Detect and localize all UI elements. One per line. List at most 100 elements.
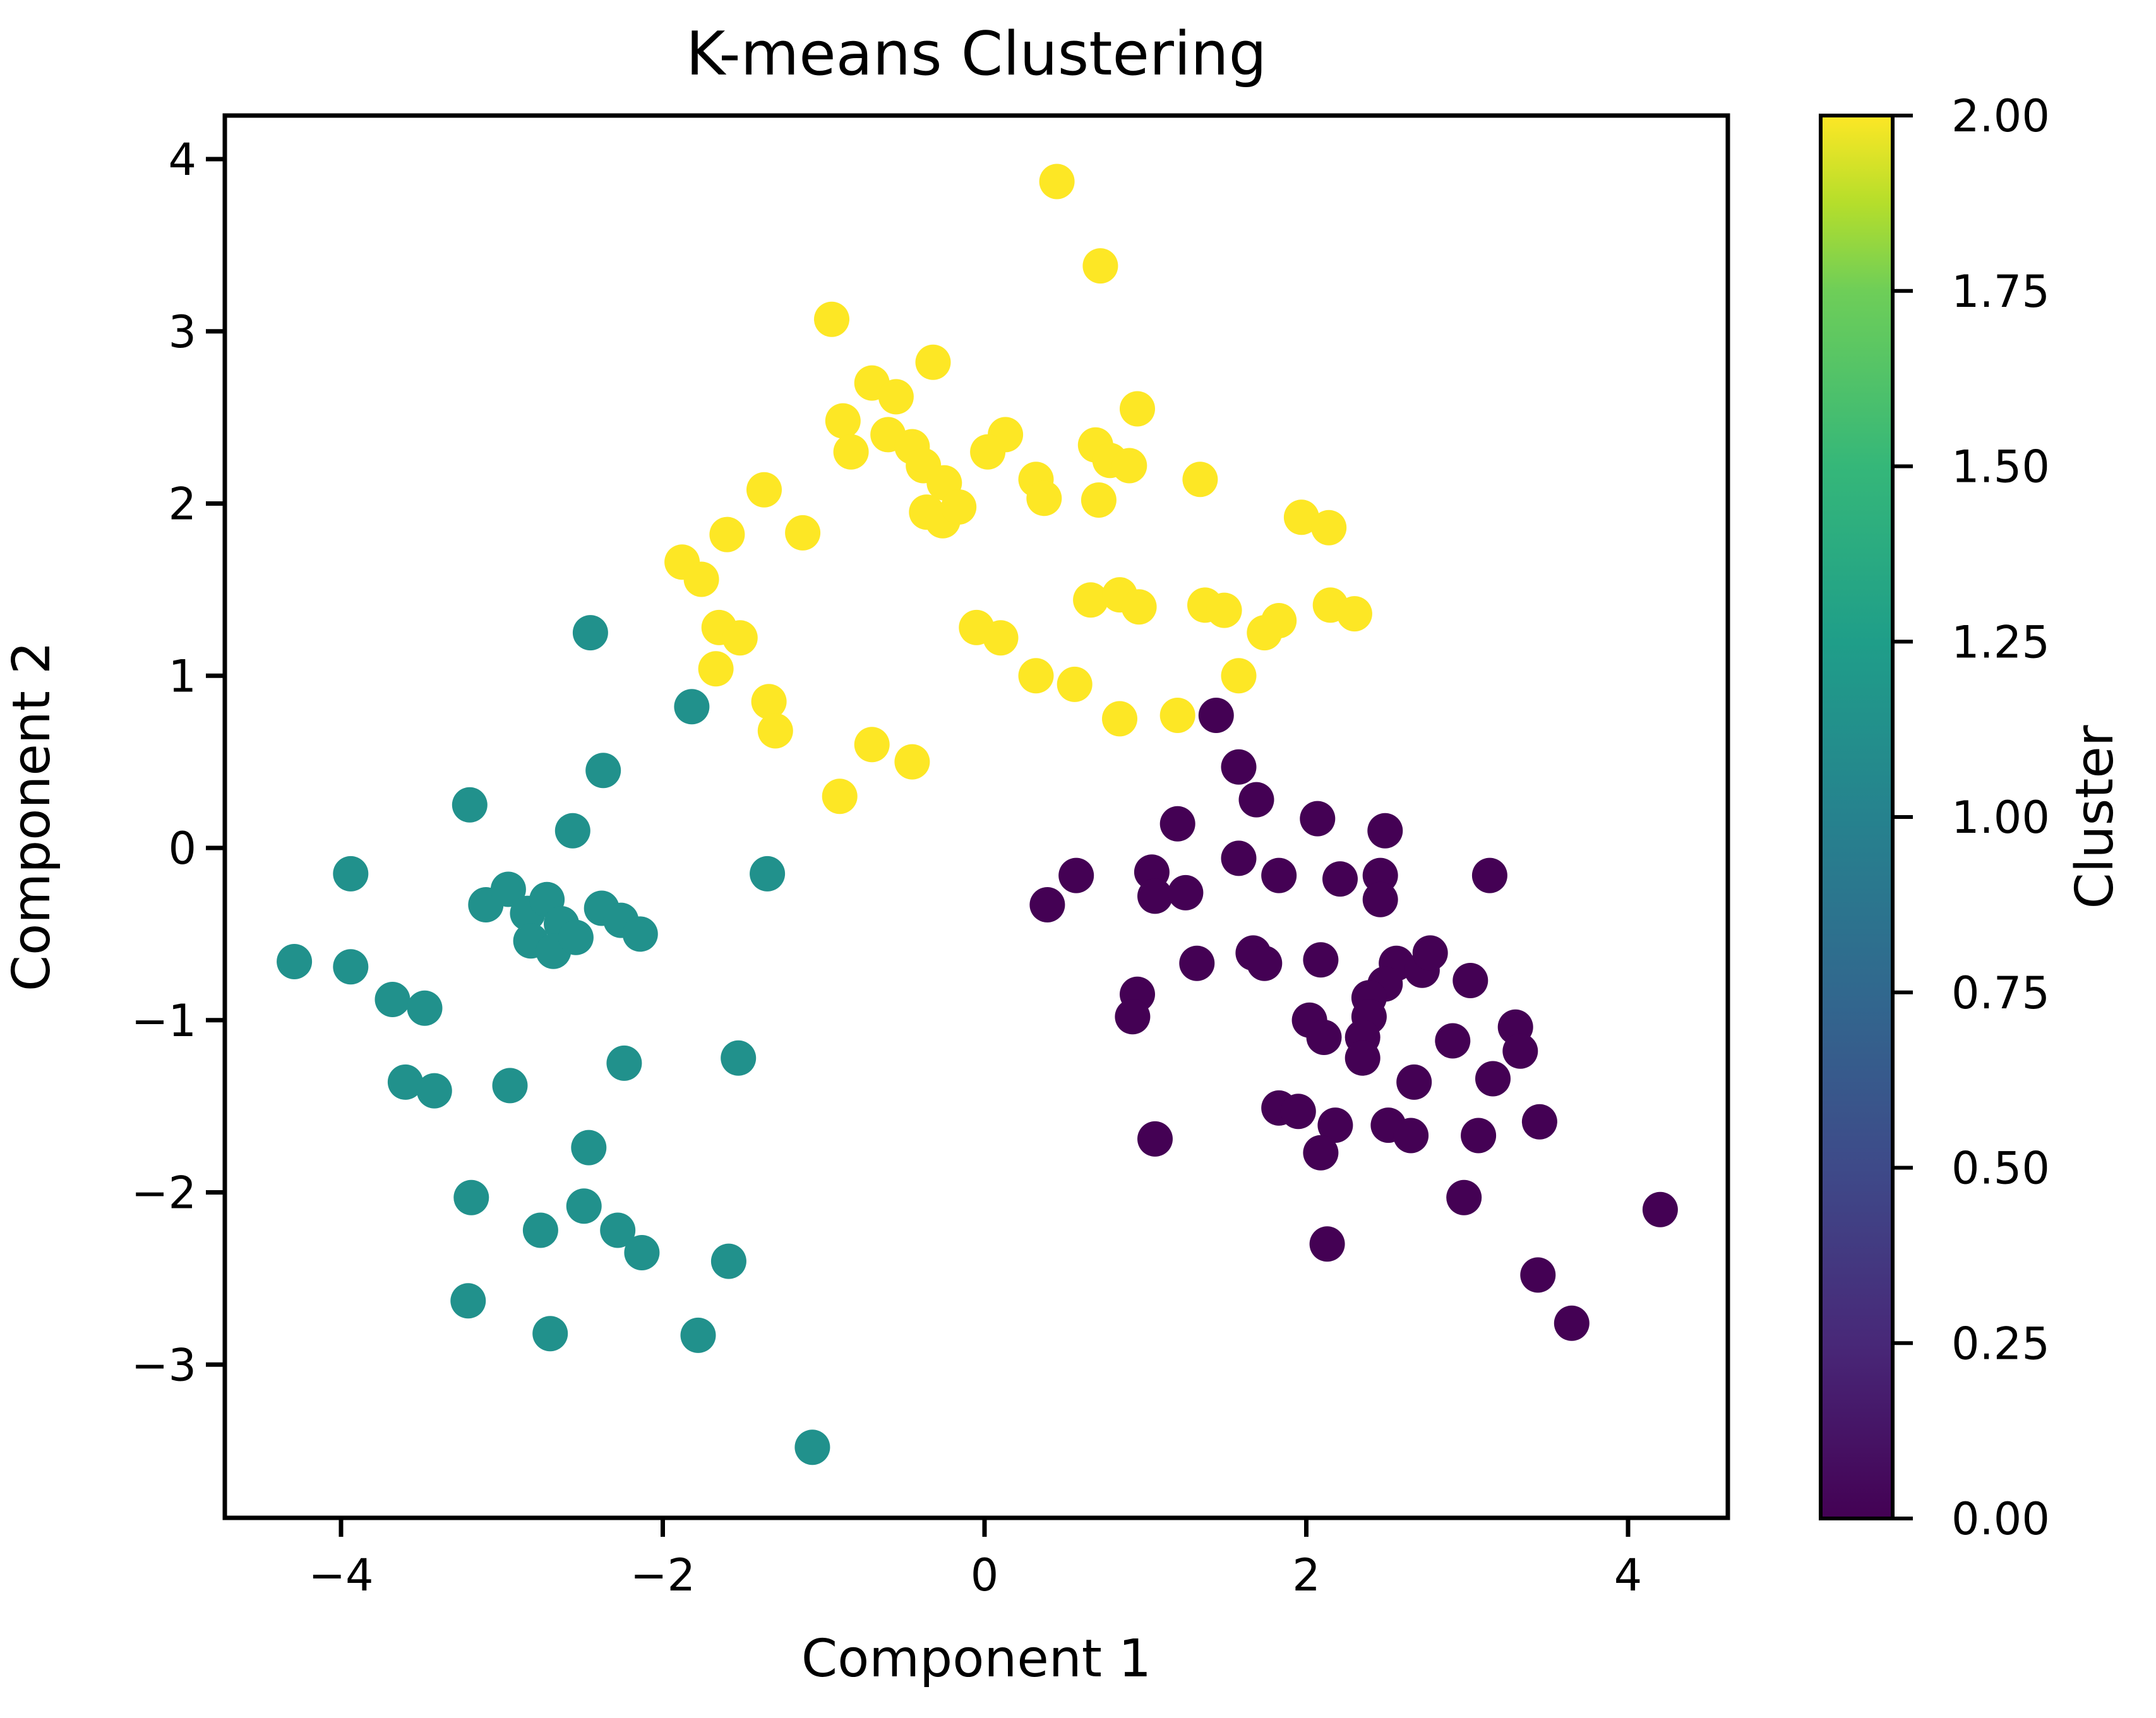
data-point <box>1306 1020 1342 1055</box>
data-point <box>915 344 951 380</box>
data-point <box>1280 1094 1316 1130</box>
data-point <box>794 1429 830 1465</box>
series-cluster-0 <box>1029 698 1678 1341</box>
colorbar-tick-label: 0.50 <box>1951 1143 2050 1195</box>
data-point <box>453 1179 489 1215</box>
colorbar-tick-label: 2.00 <box>1951 90 2050 142</box>
data-point <box>1121 589 1157 625</box>
data-point <box>333 856 369 892</box>
data-point <box>1475 1061 1511 1097</box>
scatter-points <box>277 164 1678 1465</box>
y-tick-label: 1 <box>168 650 196 702</box>
y-tick-label: 3 <box>168 306 196 358</box>
data-point <box>554 813 590 849</box>
data-point <box>721 1040 757 1076</box>
data-point <box>1303 942 1339 978</box>
colorbar-tick-label: 1.75 <box>1951 266 2050 318</box>
data-point <box>1303 1135 1339 1171</box>
colorbar-tick-label: 0.00 <box>1951 1493 2050 1545</box>
data-point <box>674 689 710 725</box>
data-point <box>1082 248 1118 284</box>
data-point <box>1111 448 1147 484</box>
colorbar-tick-label: 0.25 <box>1951 1318 2050 1369</box>
colorbar-tick-label: 1.50 <box>1951 441 2050 493</box>
colorbar <box>1819 114 1895 1520</box>
colorbar-ticks: 0.00 0.25 0.50 0.75 1.00 1.25 1.50 1.75 2.00 <box>1893 90 2050 1545</box>
data-point <box>1159 698 1195 733</box>
data-point <box>1446 1179 1482 1215</box>
series-cluster-2 <box>664 164 1372 814</box>
data-point <box>983 620 1019 656</box>
data-point <box>1521 1104 1557 1140</box>
data-point <box>1520 1257 1556 1293</box>
data-point <box>1412 935 1448 971</box>
data-point <box>571 1130 607 1166</box>
data-point <box>522 1212 558 1248</box>
y-tick-label: −1 <box>131 995 196 1047</box>
data-point <box>333 949 369 985</box>
data-point <box>1461 1118 1497 1154</box>
y-tick-label: −2 <box>131 1167 196 1219</box>
data-point <box>416 1073 452 1109</box>
data-point <box>1137 1121 1173 1157</box>
y-axis-label: Component 2 <box>2 641 62 991</box>
data-point <box>1642 1191 1678 1227</box>
data-point <box>709 516 745 552</box>
data-point <box>1311 510 1347 546</box>
y-axis-ticks: 4 3 2 1 0 −1 −2 −3 <box>131 134 225 1391</box>
data-point <box>1198 698 1234 733</box>
data-point <box>452 787 488 823</box>
data-point <box>1206 592 1242 628</box>
data-point <box>600 1212 636 1248</box>
data-point <box>1221 749 1257 785</box>
data-point <box>1471 857 1507 893</box>
data-point <box>1309 1226 1345 1262</box>
colorbar-tick-label: 1.00 <box>1951 792 2050 844</box>
data-point <box>1159 806 1195 842</box>
data-point <box>1362 881 1398 917</box>
data-point <box>1018 658 1054 694</box>
data-point <box>854 727 890 763</box>
data-point <box>1026 480 1062 516</box>
data-point <box>558 919 594 955</box>
data-point <box>751 684 787 720</box>
data-point <box>1073 582 1109 618</box>
data-point <box>1081 482 1117 518</box>
plot-border <box>222 113 1730 1520</box>
data-point <box>606 1045 642 1081</box>
data-point <box>970 434 1006 470</box>
data-point <box>1179 945 1215 981</box>
data-point <box>1396 1064 1432 1100</box>
data-point <box>1322 861 1358 897</box>
data-point <box>1120 391 1155 427</box>
data-point <box>683 561 719 597</box>
y-tick-label: −3 <box>131 1339 196 1391</box>
data-point <box>1221 658 1257 694</box>
data-point <box>878 379 914 415</box>
data-point <box>585 753 621 789</box>
data-point <box>277 944 313 979</box>
x-axis-ticks: −4 −2 0 2 4 <box>308 1518 1642 1601</box>
data-point <box>492 1068 528 1104</box>
data-point <box>1261 857 1297 893</box>
data-point <box>1115 999 1151 1035</box>
colorbar-tick-label: 0.75 <box>1951 967 2050 1019</box>
data-point <box>407 990 443 1026</box>
data-point <box>1367 813 1403 849</box>
series-cluster-1 <box>277 615 830 1465</box>
y-tick-label: 4 <box>168 134 196 186</box>
data-point <box>1057 666 1093 702</box>
data-point <box>1336 596 1372 632</box>
data-point <box>680 1317 716 1353</box>
data-point <box>894 744 930 780</box>
data-point <box>1502 1033 1538 1069</box>
data-point <box>1300 801 1336 837</box>
data-point <box>814 301 849 337</box>
data-point <box>1039 164 1075 200</box>
data-point <box>757 713 793 749</box>
data-point <box>1554 1305 1590 1341</box>
data-point <box>825 403 861 439</box>
